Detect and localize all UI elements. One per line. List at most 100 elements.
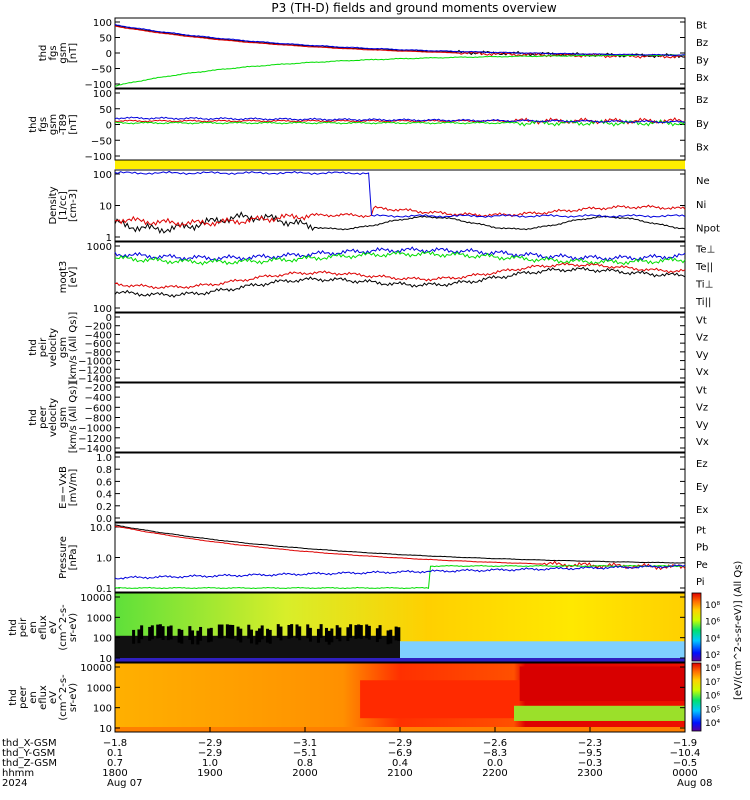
spectrogram-speckle <box>375 628 379 643</box>
x-row-label: thd_X-GSM <box>2 738 57 749</box>
legend-fgs-gsm-2: By <box>696 56 709 67</box>
series-bx <box>114 23 686 56</box>
x-tick-label: −2.9 <box>388 738 412 749</box>
spectrogram-speckle <box>266 628 270 643</box>
spectrogram-speckle <box>148 626 152 641</box>
y-axis-label: [cm-3] <box>68 189 79 222</box>
spectrogram-speckle <box>169 625 173 640</box>
y-tick-label: 0 <box>106 121 112 132</box>
x-tick-label: −8.3 <box>483 748 507 759</box>
panel-fgs-gsm: 100 50 0 −50 −100 thd fgs gsm [nT] <box>38 17 686 91</box>
y-axis-label: [nT] <box>68 114 79 134</box>
x-tick-label: 0000 <box>672 768 697 779</box>
colorbar-tick: 10⁸ <box>705 601 720 611</box>
spectrogram-speckle <box>188 626 192 640</box>
y-axis-label: thd <box>28 116 39 133</box>
colorbar-tick: 10² <box>705 651 720 661</box>
y-tick-label: 50 <box>99 105 112 116</box>
y-axis-label: moqt3 <box>58 261 69 294</box>
y-axis-label: velocity <box>48 398 59 437</box>
y-tick-label: 100 <box>93 89 112 100</box>
y-tick-label: 1 <box>106 233 112 244</box>
y-axis-label: [nPa] <box>68 544 79 570</box>
y-tick-label: −1400 <box>78 374 112 385</box>
panel-efield: 1.00.80.6 0.40.20.0 E=−VxB [mV/m] <box>58 452 686 525</box>
y-tick-label: −1200 <box>78 434 112 445</box>
x-tick-label: 2200 <box>482 768 507 779</box>
y-axis-label: eV <box>48 621 59 634</box>
spectrogram-speckle <box>161 626 165 640</box>
spectrogram-bottom-band <box>115 658 685 662</box>
panel-peer-velocity: −200−400−600−800−1000−1200−1400 thd peer ve… <box>28 382 686 455</box>
spectrogram-hot-core <box>360 680 520 719</box>
spectrogram-speckle <box>279 626 283 641</box>
y-tick-label: 50 <box>99 34 112 45</box>
legend-pressure-2: Pe <box>696 560 708 571</box>
series-ti-par <box>114 250 686 266</box>
x-row-label: 2024 <box>2 778 27 789</box>
y-tick-label: −400 <box>85 393 112 404</box>
y-axis-label: -T89 <box>58 114 69 136</box>
y-axis-label: peer <box>38 405 49 429</box>
y-tick-label: 100 <box>93 704 112 715</box>
y-axis-label: velocity <box>48 328 59 367</box>
y-axis-label: thd <box>38 45 49 62</box>
y-axis-label: gsm <box>48 114 59 135</box>
y-axis-label: [km/s (All Qs)] <box>68 312 79 384</box>
legend-efield-1: Ey <box>696 482 708 493</box>
spectrogram-speckle <box>389 629 393 644</box>
spectrogram-speckle <box>220 624 224 639</box>
series-by <box>114 54 686 87</box>
y-tick-label: −1000 <box>78 424 112 435</box>
spectrogram-cold-band <box>400 641 685 662</box>
spectrogram-cool-band <box>514 705 685 721</box>
y-axis-label: en <box>28 621 39 634</box>
colorbar-tick: 10⁴ <box>705 634 720 644</box>
y-axis-label: eflux <box>38 685 49 710</box>
x-tick-label: 0.4 <box>392 758 408 769</box>
x-tick-label: −1.9 <box>673 738 697 749</box>
panel-pressure: 10.0 1.0 0.1 Pressure [nPa] <box>58 522 686 595</box>
legend-density-0: Ne <box>696 176 710 187</box>
spectrogram-speckle <box>258 628 262 643</box>
legend-peer-velocity-0: Vt <box>696 385 707 396</box>
legend-fgs-gsm-0: Bt <box>696 21 707 32</box>
y-axis-label: sr-eV) <box>68 683 79 712</box>
x-tick-label: 0.8 <box>297 758 313 769</box>
spectrogram-speckle <box>324 627 328 642</box>
legend-fgs-gsm-t89-2: Bx <box>696 143 709 154</box>
legend-fgs-gsm-t89-1: By <box>696 119 709 130</box>
y-tick-label: 100 <box>93 634 112 645</box>
x-row-label: thd_Y-GSM <box>2 748 55 759</box>
spectrogram-speckle <box>132 629 136 644</box>
y-tick-label: 10.0 <box>90 523 112 534</box>
y-axis-label: eflux <box>38 615 49 640</box>
y-axis-label: thd <box>28 339 39 356</box>
spectrogram-speckle <box>255 630 259 645</box>
legend-efield-0: Ez <box>696 459 708 470</box>
y-tick-label: −1000 <box>78 357 112 368</box>
y-axis-label: thd <box>28 409 39 426</box>
legend-peir-velocity-1: Vz <box>696 333 708 344</box>
spectrogram-speckle <box>378 625 382 639</box>
y-tick-label: −200 <box>85 322 112 333</box>
spectrogram-speckle <box>158 624 162 639</box>
y-tick-label: −100 <box>85 80 112 91</box>
legend-density-2: Npot <box>696 224 720 235</box>
y-axis-label: peer <box>18 685 29 709</box>
spectrogram-speckle <box>207 628 211 643</box>
legend-peir-velocity-2: Vy <box>696 350 709 361</box>
legend-pressure-1: Pb <box>696 543 708 554</box>
spectrogram-speckle <box>217 624 221 639</box>
spectrogram-speckle <box>209 627 213 642</box>
y-tick-label: 0.1 <box>96 584 112 595</box>
colorbar-tick: 10⁶ <box>705 692 720 702</box>
series-ne <box>114 204 686 228</box>
series-npot <box>114 170 686 219</box>
x-tick-label: −2.9 <box>198 738 222 749</box>
series-dbx <box>114 116 686 124</box>
legend-pressure-0: Pt <box>696 525 706 536</box>
y-tick-label: −50 <box>91 136 112 147</box>
spectrogram-speckle <box>367 625 371 640</box>
